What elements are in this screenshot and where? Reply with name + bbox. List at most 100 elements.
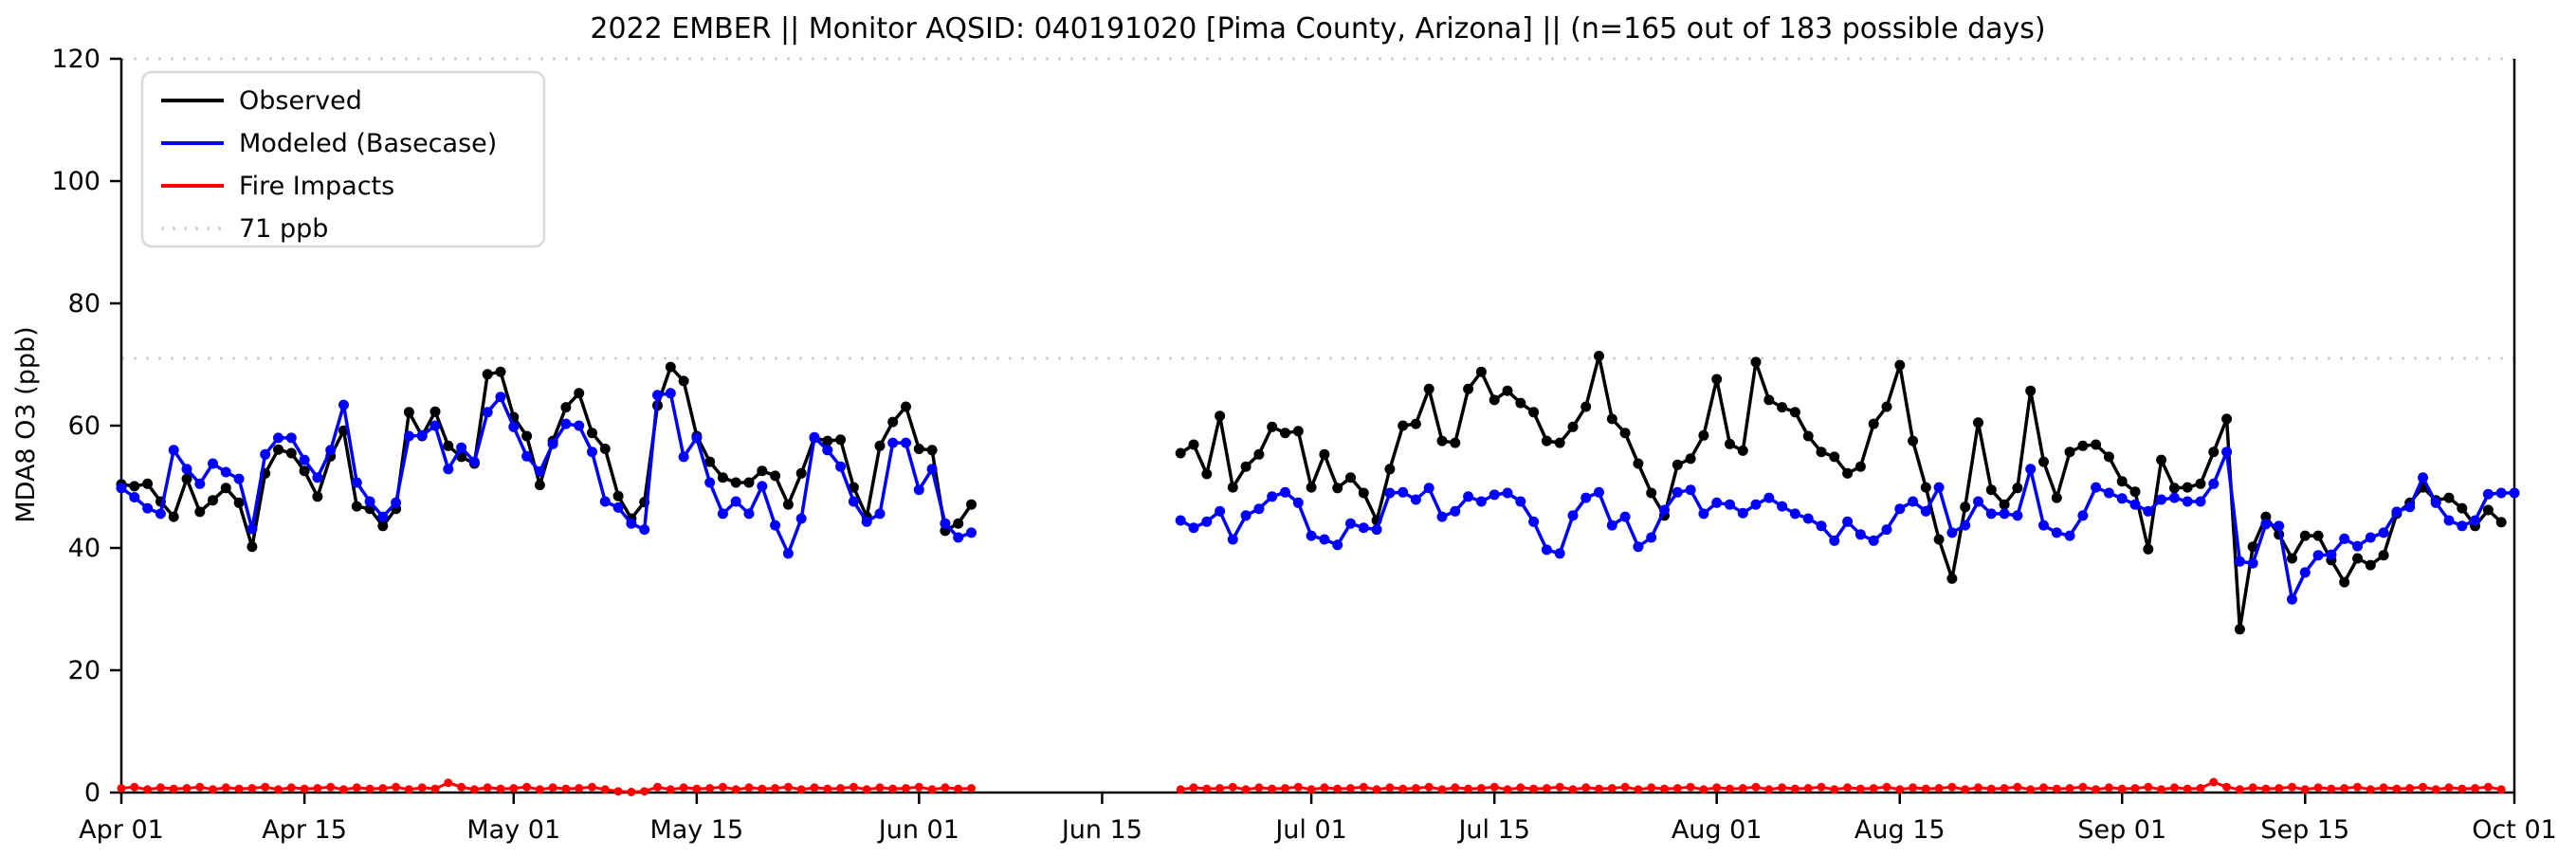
modeled-data-point: [2208, 478, 2220, 489]
modeled-data-point: [1789, 508, 1800, 520]
modeled-data-point: [1685, 484, 1696, 496]
fire-data-point: [1333, 784, 1343, 793]
fire-data-point: [1411, 784, 1420, 793]
modeled-data-point: [142, 502, 154, 514]
modeled-data-point: [2195, 496, 2206, 507]
fire-data-point: [430, 784, 440, 793]
fire-data-point: [2092, 785, 2101, 794]
fire-data-point: [2444, 783, 2454, 793]
fire-data-point: [692, 784, 702, 793]
observed-series-line: [1179, 354, 2503, 631]
modeled-data-point: [1894, 503, 1906, 515]
modeled-data-point: [325, 445, 337, 456]
fire-data-point: [2157, 785, 2166, 794]
observed-data-point: [704, 456, 716, 467]
modeled-data-point: [116, 483, 127, 494]
y-tick-label: 0: [84, 778, 100, 808]
modeled-data-point: [1463, 491, 1474, 502]
modeled-data-point: [2143, 505, 2154, 517]
modeled-data-point: [521, 450, 533, 462]
modeled-data-point: [1985, 508, 1997, 520]
fire-data-point: [444, 778, 453, 788]
modeled-data-point: [1777, 501, 1788, 512]
fire-data-point: [1542, 784, 1551, 793]
modeled-data-point: [1541, 544, 1552, 556]
modeled-data-point: [391, 497, 402, 508]
fire-data-point: [2496, 785, 2506, 794]
modeled-data-point: [1175, 515, 1186, 526]
modeled-data-point: [2221, 447, 2233, 458]
observed-data-point: [2495, 517, 2507, 528]
modeled-data-point: [887, 437, 899, 448]
fire-data-point: [1778, 783, 1787, 793]
fire-data-point: [823, 784, 832, 793]
fire-data-point: [195, 782, 205, 792]
modeled-data-point: [560, 418, 572, 429]
fire-data-point: [2419, 782, 2427, 792]
fire-data-point: [1751, 782, 1761, 792]
observed-data-point: [901, 401, 911, 412]
x-tick-label: Jul 01: [1273, 815, 1347, 845]
observed-data-point: [2064, 447, 2075, 458]
x-tick-label: Jun 01: [877, 815, 959, 845]
observed-data-point: [926, 445, 938, 456]
observed-data-point: [887, 416, 899, 428]
modeled-data-point: [848, 496, 859, 507]
modeled-data-point: [1410, 494, 1421, 505]
observed-data-point: [1436, 435, 1448, 447]
fire-data-point: [914, 782, 923, 792]
fire-data-point: [1372, 785, 1381, 794]
observed-data-point: [2038, 456, 2049, 467]
fire-data-point: [130, 782, 139, 792]
modeled-data-point: [835, 461, 847, 472]
fire-data-point: [2222, 782, 2232, 792]
fire-data-point: [274, 785, 283, 794]
fire-data-point: [1241, 785, 1251, 794]
modeled-data-point: [364, 496, 375, 507]
observed-data-point: [822, 435, 833, 447]
modeled-data-point: [377, 511, 389, 522]
modeled-data-point: [416, 429, 428, 441]
x-tick-label: Sep 15: [2260, 815, 2349, 845]
fire-data-point: [2379, 783, 2388, 793]
fire-data-point: [1346, 784, 1355, 793]
modeled-data-point: [1580, 492, 1592, 503]
modeled-data-point: [1515, 496, 1526, 507]
modeled-data-point: [220, 466, 231, 478]
fire-data-point: [182, 784, 192, 793]
modeled-data-point: [757, 481, 768, 492]
modeled-data-point: [704, 477, 716, 488]
x-tick-label: May 15: [649, 815, 743, 845]
plot-area: 0 20 40 60 80 100 120 Apr 01 Apr 15 May 01 May 15 J…: [51, 45, 2556, 845]
observed-data-point: [482, 369, 493, 380]
observed-data-point: [2234, 624, 2245, 635]
observed-data-point: [1410, 418, 1421, 429]
observed-data-point: [1475, 366, 1487, 377]
fire-data-point: [1437, 785, 1447, 794]
fire-data-point: [1855, 784, 1865, 793]
legend-modeled-label: Modeled (Basecase): [239, 129, 497, 158]
modeled-data-point: [691, 432, 703, 444]
modeled-data-point: [1737, 507, 1748, 519]
modeled-data-point: [508, 421, 520, 432]
modeled-data-point: [2091, 482, 2102, 493]
modeled-data-point: [1619, 511, 1631, 522]
observed-data-point: [795, 467, 807, 479]
observed-data-point: [2156, 454, 2167, 465]
fire-data-point: [771, 784, 780, 793]
fire-data-point: [261, 782, 270, 792]
modeled-data-point: [717, 508, 728, 520]
modeled-data-point: [129, 492, 140, 502]
observed-data-point: [2129, 486, 2141, 498]
modeled-data-point: [1528, 516, 1540, 527]
modeled-data-point: [2339, 533, 2350, 544]
modeled-data-point: [181, 464, 192, 475]
observed-data-point: [835, 434, 847, 446]
fire-data-point: [1451, 783, 1460, 793]
fire-data-point: [2275, 784, 2284, 793]
fire-data-point: [143, 785, 153, 794]
modeled-data-point: [247, 523, 258, 535]
legend-observed-label: Observed: [239, 86, 362, 116]
fire-data-point: [1909, 783, 1918, 793]
observed-data-point: [403, 407, 414, 418]
